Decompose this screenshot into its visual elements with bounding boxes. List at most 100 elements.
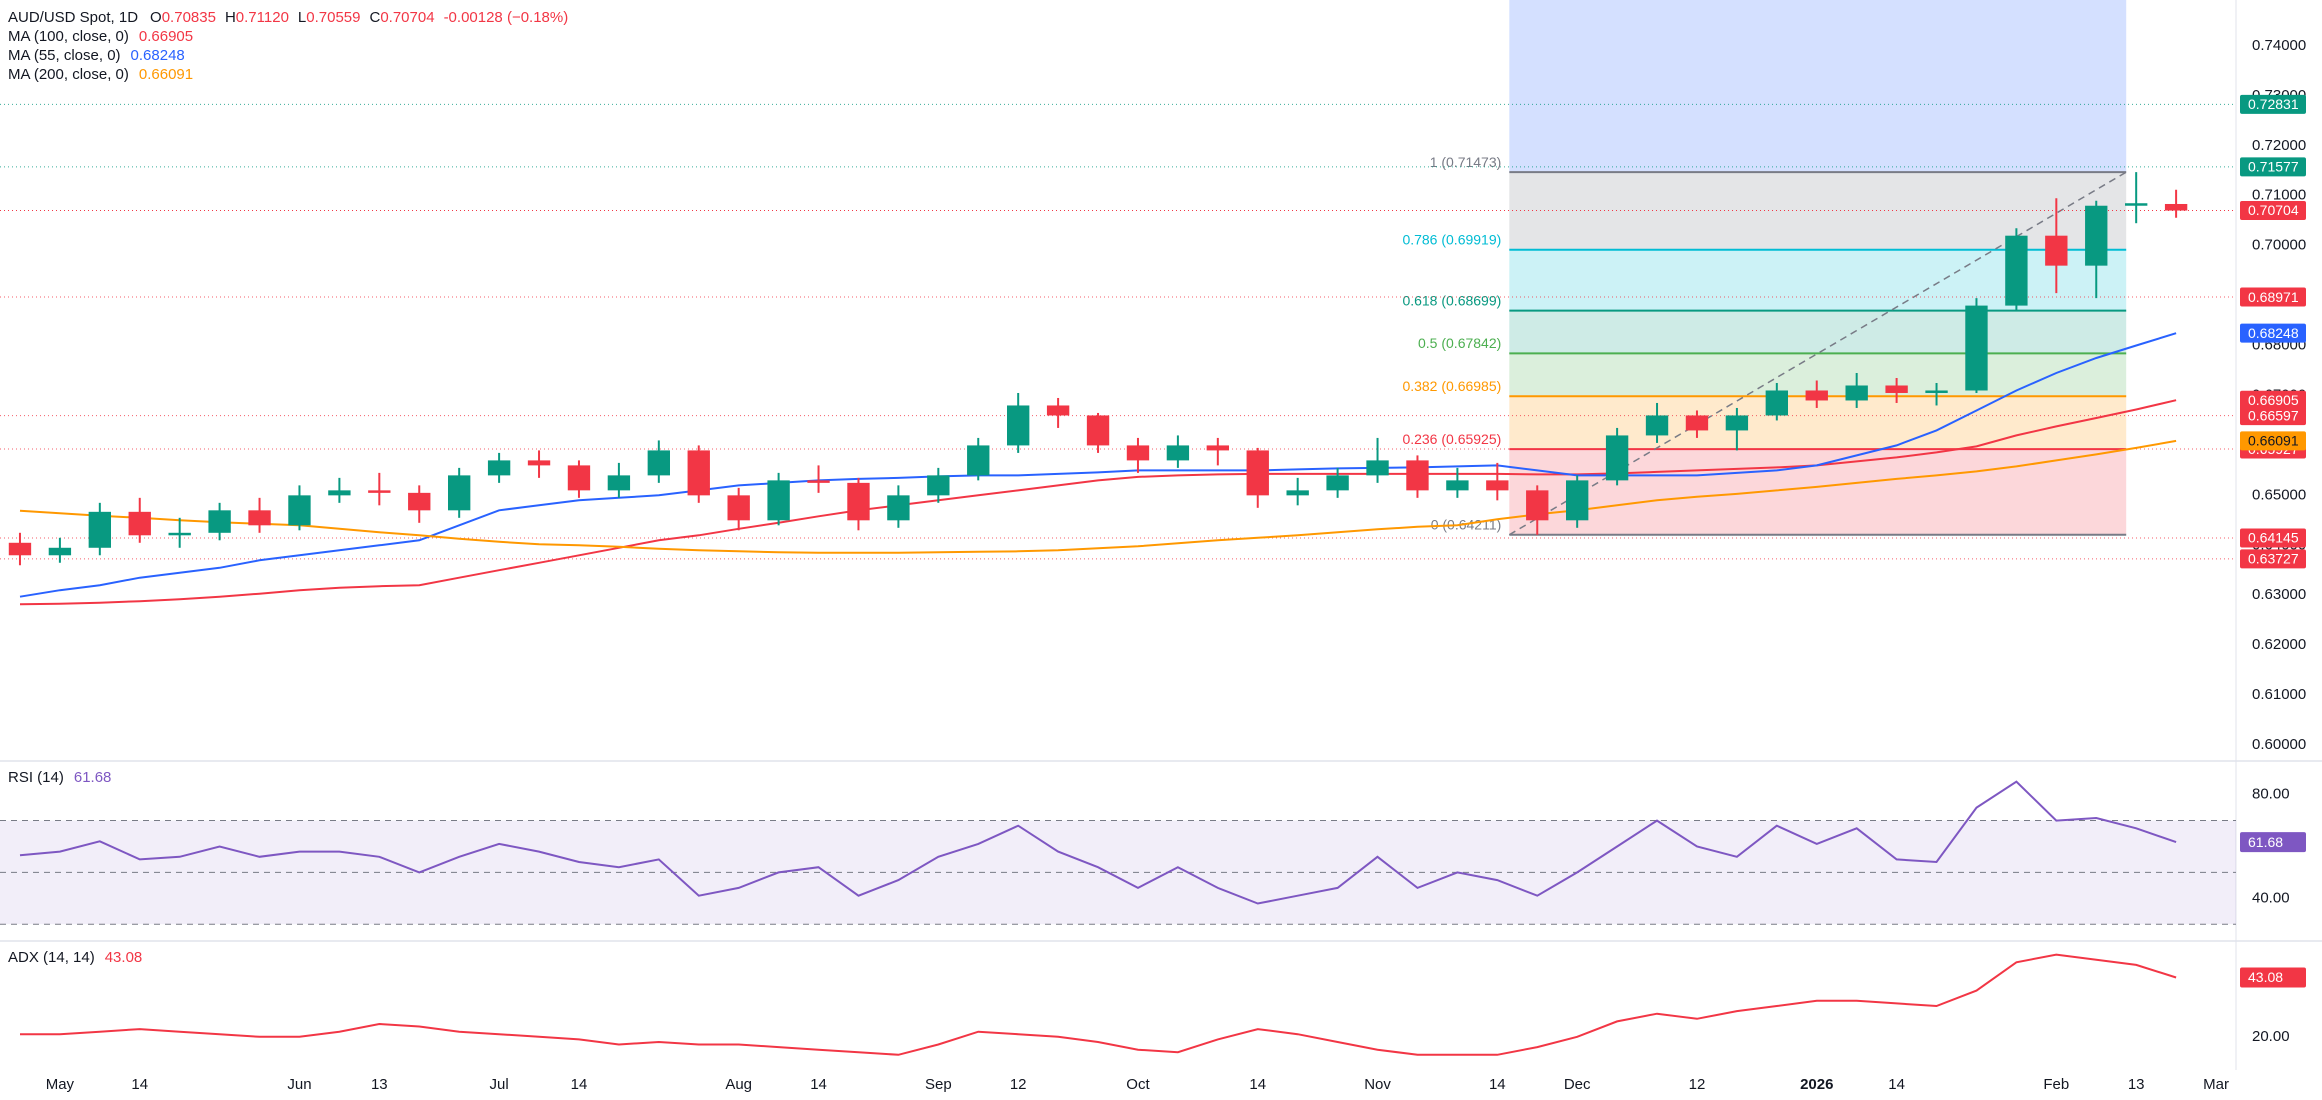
x-tick-label: 12	[1010, 1076, 1027, 1093]
candle-body	[887, 495, 910, 521]
fib-zone	[1509, 172, 2127, 250]
candle-body	[447, 475, 471, 511]
y-tick-label: 0.62000	[2252, 636, 2306, 653]
x-tick-label: Aug	[725, 1076, 752, 1093]
ohlc-value: 0.70835	[162, 9, 216, 26]
y-tick-label: 0.61000	[2252, 686, 2306, 703]
candle-body	[1246, 450, 1269, 496]
candle-body	[1965, 305, 1988, 391]
candle-body	[1925, 390, 1948, 393]
ohlc-label: L	[298, 9, 306, 26]
candle-body	[847, 482, 870, 521]
ohlc-value: 0.70704	[380, 9, 434, 26]
header: AUD/USD Spot, 1D O0.70835 H0.71120 L0.70559…	[8, 9, 568, 26]
price-badge-text: 0.66091	[2248, 433, 2299, 449]
candle-body	[1046, 405, 1070, 416]
ohlc-label: O	[150, 9, 162, 26]
candle-body	[967, 445, 990, 476]
x-tick-label: May	[46, 1076, 75, 1093]
candle-body	[1685, 415, 1709, 431]
candle-body	[1126, 445, 1150, 461]
date-range-highlight	[1509, 0, 2127, 173]
candle-body	[1526, 490, 1549, 521]
candle-body	[1486, 480, 1509, 491]
indicator-line	[20, 953, 2177, 1056]
legend-name: MA (200, close, 0)	[8, 66, 129, 83]
pane-legend-value: 61.68	[74, 769, 112, 786]
x-tick-label: 13	[2128, 1076, 2145, 1093]
y-tick-label: 80.00	[2252, 786, 2290, 803]
x-tick-label: 14	[810, 1076, 827, 1093]
price-badge-text: 0.68971	[2248, 289, 2299, 305]
x-tick-label: Mar	[2203, 1076, 2229, 1093]
candle-body	[2085, 205, 2108, 266]
ohlc-label: H	[225, 9, 236, 26]
value-badge	[2240, 967, 2306, 988]
fib-zone	[1509, 449, 2127, 535]
price-badge	[2240, 323, 2306, 343]
fib-level-label: 1 (0.71473)	[1430, 154, 1502, 170]
fib-zone	[1509, 249, 2127, 311]
x-tick-label: Jul	[490, 1076, 509, 1093]
price-badge-text: 0.66597	[2248, 407, 2299, 423]
candle-body	[2045, 235, 2068, 266]
candle-body	[48, 547, 72, 556]
price-badge-text: 0.66905	[2248, 392, 2299, 408]
price-badge-text: 0.72831	[2248, 96, 2299, 112]
x-tick-label: Feb	[2043, 1076, 2069, 1093]
moving-average-line	[19, 439, 2177, 554]
candle-body	[1725, 415, 1749, 431]
symbol: AUD/USD Spot, 1D	[8, 9, 138, 26]
value-badge	[2240, 832, 2306, 853]
price-badge	[2240, 390, 2306, 410]
x-tick-label: Sep	[925, 1076, 952, 1093]
pane-legend-name: ADX (14, 14)	[8, 949, 95, 966]
fib-level-label: 0.618 (0.68699)	[1402, 292, 1501, 308]
candle-body	[88, 511, 112, 548]
candle-body	[687, 450, 710, 496]
indicator-line	[19, 780, 2177, 905]
candle-body	[1366, 460, 1389, 476]
candle-body	[527, 460, 551, 466]
value-badge-text: 61.68	[2248, 834, 2283, 850]
x-tick-label: 12	[1689, 1076, 1706, 1093]
candle-body	[607, 475, 631, 491]
legend-item: MA (100, close, 0) 0.66905	[8, 28, 193, 45]
x-tick-label: 2026	[1800, 1076, 1833, 1093]
change: -0.00128 (−0.18%)	[444, 9, 569, 26]
fib-level-label: 0.5 (0.67842)	[1418, 335, 1501, 351]
price-badge	[2240, 287, 2306, 307]
legend-value: 0.68248	[131, 47, 185, 64]
x-tick-label: Jun	[287, 1076, 311, 1093]
ohlc-value: 0.71120	[236, 9, 289, 26]
fib-level-label: 0.382 (0.66985)	[1402, 378, 1501, 394]
candle-body	[8, 542, 32, 556]
y-tick-label: 0.65000	[2252, 486, 2306, 503]
candle-body	[328, 490, 351, 496]
legend-name: MA (100, close, 0)	[8, 28, 129, 45]
candle-body	[1765, 390, 1789, 416]
y-tick-label: 0.72000	[2252, 137, 2306, 154]
legend-value: 0.66905	[139, 28, 193, 45]
price-badge	[2240, 94, 2306, 114]
legend-value: 0.66091	[139, 66, 193, 83]
price-badge-text: 0.64145	[2248, 530, 2299, 546]
y-tick-label: 0.70000	[2252, 237, 2306, 254]
fib-level-label: 0.236 (0.65925)	[1402, 431, 1501, 447]
candle-body	[727, 495, 750, 521]
candle-body	[1286, 490, 1309, 496]
candle-body	[1326, 475, 1349, 491]
legend-name: MA (55, close, 0)	[8, 47, 121, 64]
candle-body	[567, 465, 591, 491]
legend-item: MA (55, close, 0) 0.68248	[8, 47, 185, 64]
candle-body	[1805, 390, 1828, 401]
price-badge-text: 0.63727	[2248, 551, 2299, 567]
candle-body	[2124, 203, 2148, 206]
candle-body	[1605, 435, 1629, 481]
y-tick-label: 0.63000	[2252, 586, 2306, 603]
candle-body	[208, 510, 231, 533]
candle-body	[168, 532, 191, 536]
